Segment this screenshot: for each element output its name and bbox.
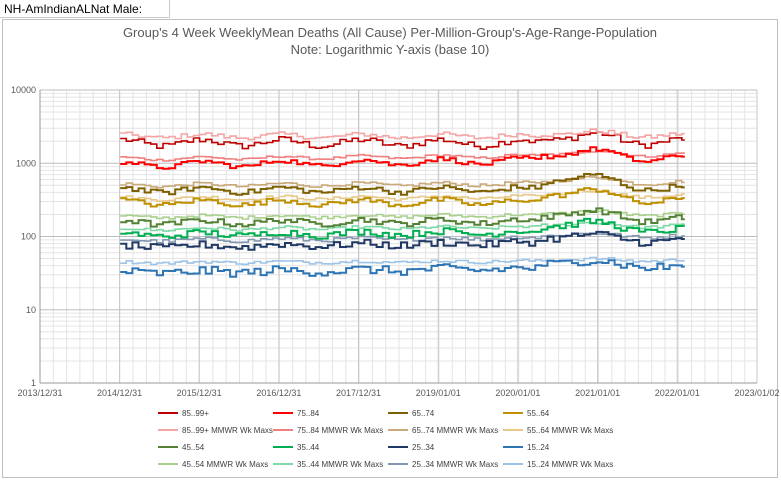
legend-label: 45..54 MMWR Wk Maxs: [182, 460, 268, 469]
legend-label: 85..99+ MMWR Wk Maxs: [182, 426, 273, 435]
sheet-label: NH-AmIndianALNat Male:: [0, 0, 170, 18]
y-tick-label: 1000: [16, 158, 36, 168]
legend: 85..99+ 75..84 65..74 55..64 85..99+ MMWR Wk…: [158, 409, 613, 469]
y-tick-label: 10: [26, 305, 36, 315]
y-tick-label: 1: [31, 378, 36, 388]
y-tick-label: 10000: [11, 85, 36, 95]
legend-label: 55..64 MMWR Wk Maxs: [527, 426, 613, 435]
legend-label: 35..44: [297, 443, 320, 452]
x-tick-label: 2015/12/31: [177, 388, 222, 398]
series-line: [120, 187, 685, 208]
series-line: [120, 207, 685, 228]
plot-grid: [39, 89, 758, 384]
series-line: [120, 259, 685, 278]
axes: 2013/12/31 2014/12/31 2015/12/31 2016/12/31…: [11, 85, 780, 398]
legend-label: 85..99+: [182, 409, 209, 418]
series-line: [120, 131, 685, 150]
series-line: [120, 256, 685, 266]
chart-subtitle: Note: Logarithmic Y-axis (base 10): [291, 42, 490, 57]
x-tick-label: 2023/01/02: [734, 388, 779, 398]
series-line: [120, 173, 685, 196]
legend-label: 75..84: [297, 409, 320, 418]
x-tick-label: 2013/12/31: [17, 388, 62, 398]
legend-label: 15..24 MMWR Wk Maxs: [527, 460, 613, 469]
x-tick-label: 2020/01/01: [495, 388, 540, 398]
series-lines: [120, 128, 685, 278]
legend-label: 25..34 MMWR Wk Maxs: [412, 460, 498, 469]
series-line: [120, 175, 685, 189]
legend-label: 35..44 MMWR Wk Maxs: [297, 460, 383, 469]
y-tick-label: 100: [21, 232, 36, 242]
series-line: [120, 150, 685, 162]
series-line: [120, 189, 685, 202]
x-tick-label: 2021/01/01: [575, 388, 620, 398]
x-tick-label: 2022/01/01: [655, 388, 700, 398]
x-tick-label: 2016/12/31: [256, 388, 301, 398]
legend-label: 45..54: [182, 443, 205, 452]
series-line: [120, 230, 685, 251]
legend-label: 65..74: [412, 409, 435, 418]
legend-label: 25..34: [412, 443, 435, 452]
chart-title: Group's 4 Week WeeklyMean Deaths (All Ca…: [123, 25, 657, 40]
x-tick-label: 2014/12/31: [97, 388, 142, 398]
series-line: [120, 146, 685, 170]
legend-label: 75..84 MMWR Wk Maxs: [297, 426, 383, 435]
series-line: [120, 209, 685, 220]
series-line: [120, 217, 685, 240]
x-tick-label: 2017/12/31: [336, 388, 381, 398]
legend-label: 15..24: [527, 443, 550, 452]
series-line: [120, 128, 685, 141]
legend-label: 65..74 MMWR Wk Maxs: [412, 426, 498, 435]
x-tick-label: 2019/01/01: [416, 388, 461, 398]
legend-label: 55..64: [527, 409, 550, 418]
